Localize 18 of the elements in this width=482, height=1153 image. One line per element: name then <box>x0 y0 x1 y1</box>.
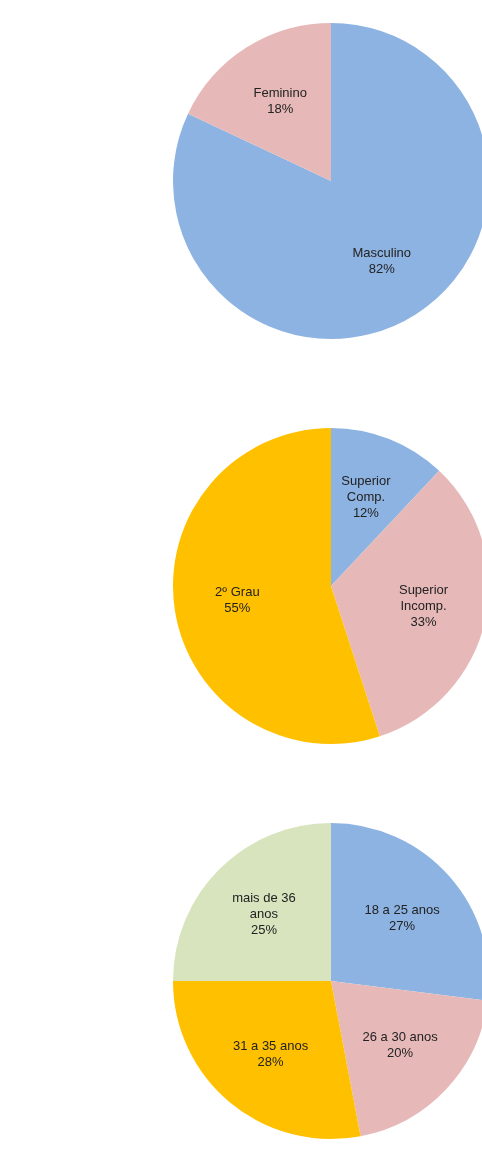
slice-label: 26 a 30 anos <box>362 1029 439 1045</box>
slice-label: Masculino <box>352 244 412 260</box>
slice-label: 2º Grau <box>215 584 260 600</box>
slice-label: Superior Incomp. <box>398 582 449 614</box>
data-label: 20% <box>387 1045 414 1061</box>
data-label: 18% <box>267 100 294 116</box>
data-label: 55% <box>224 600 251 616</box>
slice-label: Superior Comp. <box>341 473 392 505</box>
data-label: 12% <box>352 505 380 521</box>
slice-label: 18 a 25 anos <box>364 901 441 917</box>
data-label: 27% <box>389 917 416 933</box>
slice-label: 31 a 35 anos <box>232 1037 309 1053</box>
data-label: 82% <box>368 260 396 276</box>
data-label: 33% <box>410 614 437 630</box>
slice-label: Feminino <box>253 84 307 100</box>
slice-label: mais de 36 anos <box>232 889 296 921</box>
data-label: 28% <box>257 1053 285 1069</box>
data-label: 25% <box>250 921 278 937</box>
